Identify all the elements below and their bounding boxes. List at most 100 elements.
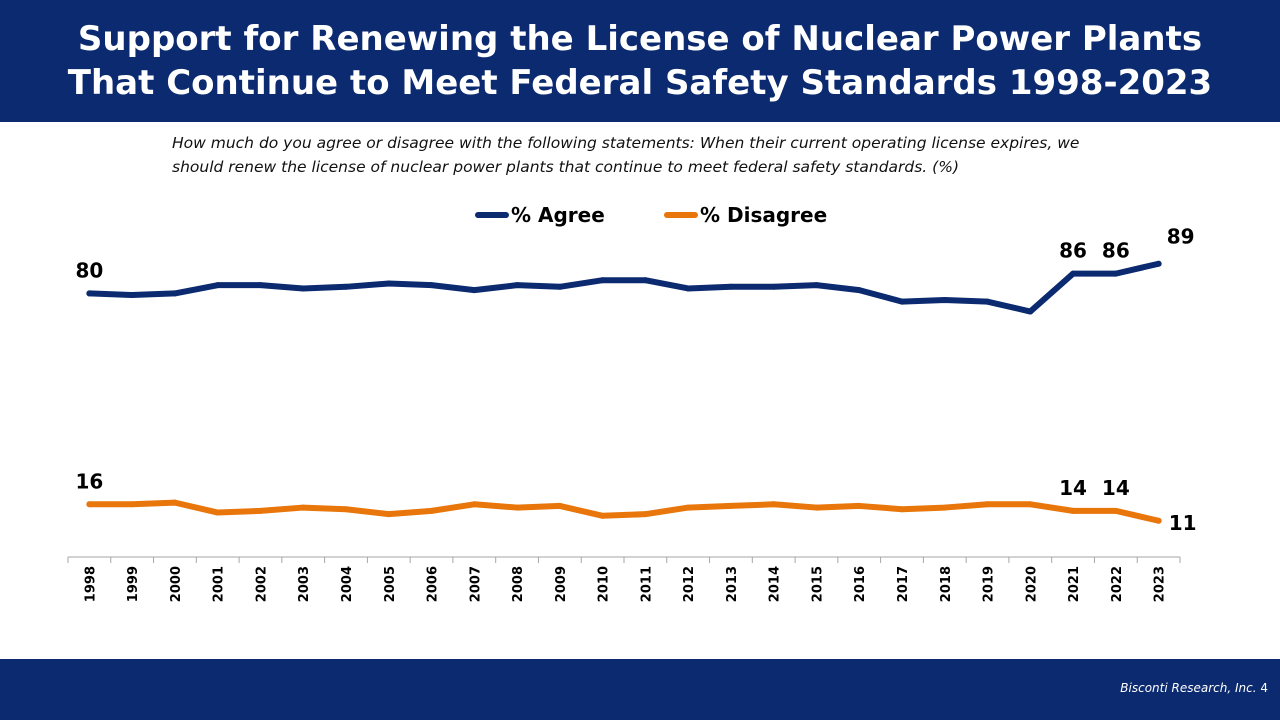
- x-tick-label: 2001: [212, 566, 227, 602]
- data-point: [813, 504, 820, 511]
- data-point: [86, 290, 93, 297]
- data-point: [1112, 507, 1119, 514]
- slide-footer: Bisconti Research, Inc. 4: [0, 659, 1280, 720]
- data-point: [1112, 270, 1119, 277]
- chart-legend: % Agree % Disagree: [0, 200, 1280, 230]
- x-tick-label: 2008: [511, 566, 526, 602]
- series-line-agree: [86, 260, 1162, 315]
- data-point: [171, 499, 178, 506]
- data-point: [856, 502, 863, 509]
- data-point: [813, 282, 820, 289]
- data-point: [257, 282, 264, 289]
- legend-item-agree: % Agree: [475, 200, 605, 230]
- data-point: [1070, 270, 1077, 277]
- data-point: [727, 283, 734, 290]
- data-point: [343, 506, 349, 513]
- x-tick-label: 2004: [340, 566, 355, 602]
- data-point: [385, 280, 392, 287]
- data-point: [899, 506, 905, 513]
- x-tick-label: 2013: [725, 566, 740, 602]
- data-point: [257, 507, 264, 514]
- data-label: 80: [75, 258, 103, 282]
- data-point: [556, 502, 563, 509]
- x-tick-label: 2005: [383, 566, 398, 602]
- data-label: 14: [1102, 476, 1130, 500]
- x-tick-label: 2022: [1110, 566, 1125, 602]
- x-tick-label: 1999: [126, 566, 141, 602]
- x-tick-label: 2020: [1024, 566, 1039, 602]
- data-point: [685, 285, 692, 292]
- x-tick-label: 2016: [853, 566, 868, 602]
- data-point: [300, 504, 307, 511]
- data-point: [1070, 507, 1077, 514]
- data-label: 89: [1167, 225, 1195, 249]
- legend-swatch-agree: [475, 212, 509, 218]
- x-tick-label: 2023: [1153, 566, 1168, 602]
- series-line-disagree: [86, 499, 1162, 524]
- page-number: 4: [1260, 681, 1268, 695]
- x-tick-label: 2009: [554, 566, 569, 602]
- data-point: [685, 504, 692, 511]
- data-point: [171, 290, 178, 297]
- x-tick-label: 1998: [83, 566, 98, 602]
- x-tick-label: 2007: [468, 566, 483, 602]
- data-label: 86: [1059, 239, 1087, 263]
- data-point: [770, 283, 777, 290]
- line-chart: 1998 1999 2000 2001 2002 2003 2004 2005 2006 2007…: [67, 225, 1197, 602]
- x-tick-label: 2010: [597, 566, 612, 602]
- data-point: [1027, 501, 1034, 508]
- data-point: [129, 501, 136, 508]
- data-point: [1155, 260, 1162, 267]
- data-point: [343, 283, 349, 290]
- legend-swatch-disagree: [664, 212, 698, 218]
- data-point: [556, 283, 563, 290]
- x-tick-label: 2012: [682, 566, 697, 602]
- data-point: [941, 296, 948, 303]
- data-label: 16: [75, 469, 103, 493]
- data-point: [727, 502, 734, 509]
- x-tick-label: 2021: [1067, 566, 1082, 602]
- data-point: [514, 282, 521, 289]
- x-tick-label: 2003: [297, 566, 312, 602]
- x-tick-label: 2002: [254, 566, 269, 602]
- data-point: [599, 512, 606, 519]
- data-label: 11: [1169, 511, 1197, 535]
- data-point: [471, 501, 478, 508]
- data-point: [214, 282, 221, 289]
- x-tick-label: 2011: [639, 566, 654, 602]
- survey-question: How much do you agree or disagree with t…: [172, 134, 1080, 176]
- data-point: [214, 509, 221, 516]
- x-tick-label: 2000: [169, 566, 184, 602]
- data-label: 14: [1059, 476, 1087, 500]
- chart-title-line-2: That Continue to Meet Federal Safety Sta…: [67, 63, 1213, 103]
- x-tick-label: 2018: [939, 566, 954, 602]
- data-point: [899, 298, 905, 305]
- data-point: [1027, 308, 1034, 315]
- data-point: [385, 511, 392, 518]
- data-point: [599, 277, 606, 284]
- data-point: [770, 501, 777, 508]
- data-point: [941, 504, 948, 511]
- data-point: [428, 282, 435, 289]
- data-label: 86: [1102, 239, 1130, 263]
- x-tick-label: 2019: [982, 566, 997, 602]
- legend-item-disagree: % Disagree: [664, 200, 827, 230]
- data-point: [856, 287, 863, 294]
- data-point: [984, 298, 991, 305]
- footer-credit-text: Bisconti Research, Inc.: [1120, 681, 1257, 695]
- data-point: [300, 285, 307, 292]
- data-point: [471, 287, 478, 294]
- legend-label-disagree: % Disagree: [700, 203, 828, 227]
- x-tick-label: 2006: [426, 566, 441, 602]
- x-tick-label: 2014: [768, 566, 783, 602]
- data-point: [984, 501, 991, 508]
- slide-header: Support for Renewing the License of Nucl…: [0, 0, 1280, 122]
- data-point: [428, 507, 435, 514]
- data-point: [642, 511, 649, 518]
- x-tick-label: 2015: [810, 566, 825, 602]
- x-tick-label: 2017: [896, 566, 911, 602]
- legend-label-agree: % Agree: [511, 203, 605, 227]
- data-point: [1155, 517, 1162, 524]
- data-point: [86, 501, 93, 508]
- data-point: [642, 277, 649, 284]
